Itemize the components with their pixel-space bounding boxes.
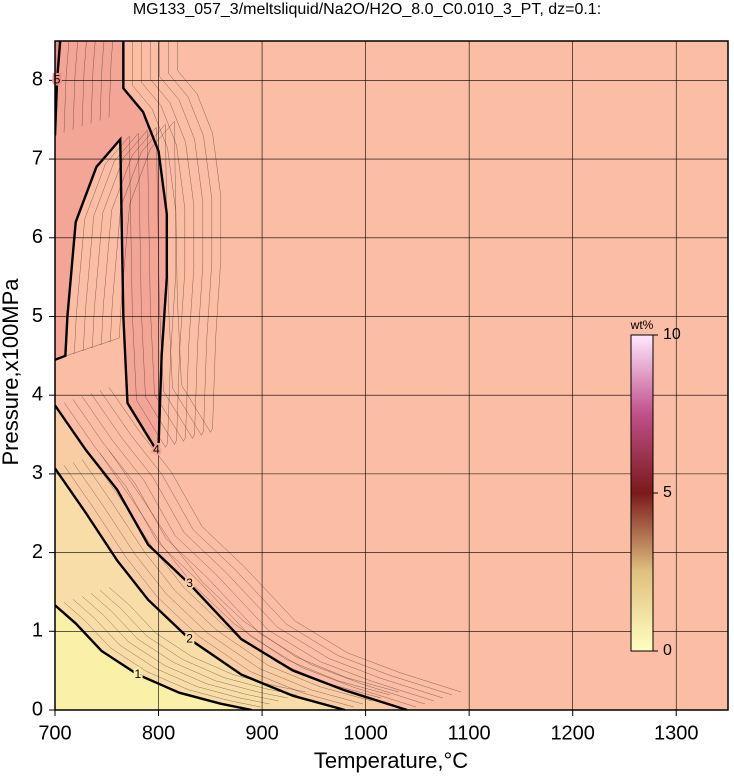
y-tick-label: 0 — [32, 698, 43, 720]
x-axis-label: Temperature,°C — [314, 748, 468, 773]
x-tick-label: 1100 — [448, 722, 491, 744]
y-tick-label: 5 — [32, 305, 43, 327]
thin-contour — [81, 41, 87, 127]
thin-contour — [90, 593, 288, 699]
thin-contour — [72, 41, 78, 130]
chart-title: MG133_057_3/meltsliquid/Na2O/H2O_8.0_C0.… — [133, 1, 601, 18]
contour-label: 1 — [134, 667, 141, 681]
contour-line — [55, 604, 252, 710]
thin-contour — [81, 41, 195, 442]
thin-contour — [63, 465, 354, 708]
contour-line — [55, 404, 408, 710]
y-tick-label: 2 — [32, 541, 43, 563]
thin-contour — [72, 599, 270, 705]
thin-contour — [63, 602, 261, 708]
contour-label: 2 — [186, 631, 193, 645]
thin-contour — [99, 390, 453, 696]
thin-contour — [108, 387, 462, 693]
contour-line — [55, 41, 169, 453]
contour-band — [55, 605, 252, 710]
y-tick-label: 1 — [32, 620, 43, 642]
x-tick-label: 1200 — [550, 722, 595, 744]
contour-band — [55, 41, 167, 451]
thin-contour — [108, 41, 222, 433]
thin-contour — [72, 399, 426, 705]
thin-contour — [72, 41, 186, 445]
colorbar-tick-label: 10 — [663, 326, 681, 343]
x-tick-label: 1000 — [343, 722, 388, 744]
plot-frame — [54, 40, 729, 711]
x-tick-label: 800 — [142, 722, 175, 744]
y-tick-label: 3 — [32, 462, 43, 484]
y-tick-label: 6 — [32, 226, 43, 248]
contour-line — [55, 467, 346, 710]
contour-band — [55, 468, 345, 710]
contour-label: 5 — [54, 73, 61, 87]
thin-contour — [90, 41, 204, 439]
thin-contour — [108, 587, 306, 693]
colorbar-tick-label: 5 — [663, 484, 672, 501]
contour-label: 4 — [153, 442, 160, 456]
x-tick-label: 1300 — [654, 722, 699, 744]
y-tick-label: 4 — [32, 383, 43, 405]
contour-label: 3 — [186, 576, 193, 590]
colorbar — [630, 334, 654, 652]
contour-band — [55, 41, 61, 136]
thin-contour — [81, 396, 435, 702]
thin-contour — [99, 453, 390, 696]
thin-contour — [99, 41, 105, 121]
thin-contour — [108, 41, 113, 118]
thin-contour — [90, 393, 444, 699]
thin-contour — [81, 596, 279, 702]
thin-contour — [108, 450, 399, 693]
thin-contour — [81, 459, 372, 702]
thin-contour — [63, 41, 70, 133]
thin-contour — [99, 41, 213, 436]
x-tick-label: 700 — [38, 722, 71, 744]
thin-contour — [63, 402, 417, 708]
x-tick-label: 900 — [245, 722, 278, 744]
y-tick-label: 7 — [32, 147, 43, 169]
y-tick-label: 8 — [32, 69, 43, 91]
thin-contour — [99, 590, 297, 696]
colorbar-tick-label: 0 — [663, 642, 672, 659]
colorbar-label: wt% — [630, 318, 654, 332]
thin-contour — [90, 41, 96, 124]
thin-contour — [72, 462, 363, 705]
y-axis-label: Pressure,x100MPa — [0, 278, 23, 466]
